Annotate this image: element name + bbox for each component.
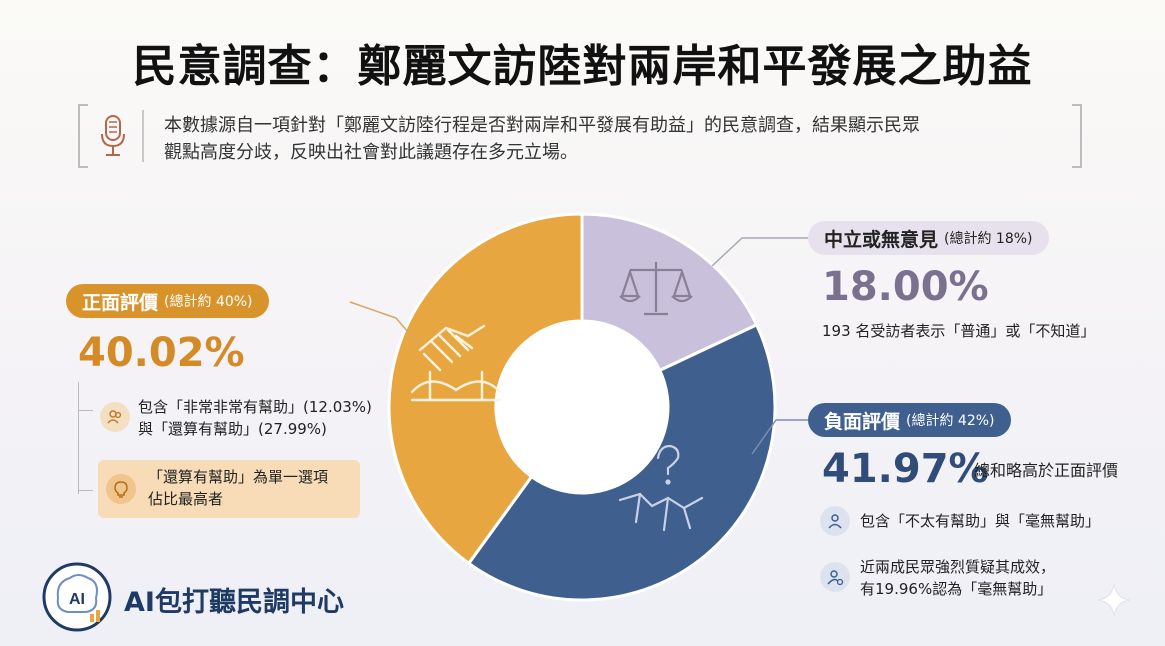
negative-percent: 41.97% bbox=[822, 446, 989, 492]
negative-detail-1: 包含「不太有幫助」與「毫無幫助」 bbox=[860, 512, 1101, 530]
people-icon bbox=[100, 402, 130, 432]
negative-label: 負面評價 bbox=[824, 410, 901, 433]
positive-hint-1: 「還算有幫助」為單一選項 bbox=[148, 468, 329, 486]
people-icon-negative bbox=[820, 506, 850, 536]
positive-hint-2: 佔比最高者 bbox=[148, 490, 224, 508]
negative-sub: (總計約 42%) bbox=[906, 413, 995, 429]
neutral-label: 中立或無意見 bbox=[824, 228, 939, 251]
neutral-description: 193 名受訪者表示「普通」或「不知道」 bbox=[822, 322, 1096, 340]
intro-line-2: 觀點高度分歧，反映出社會對此議題存在多元立場。 bbox=[164, 142, 578, 163]
page-title: 民意調查：鄭麗文訪陸對兩岸和平發展之助益 bbox=[132, 41, 1033, 92]
positive-sub: (總計約 40%) bbox=[164, 294, 253, 310]
negative-summary: 總和略高於正面評價 bbox=[974, 461, 1119, 480]
positive-hint-box: 「還算有幫助」為單一選項 佔比最高者 bbox=[98, 460, 360, 518]
intro-divider bbox=[142, 110, 144, 162]
leader-line-negative bbox=[751, 419, 808, 455]
positive-tree bbox=[78, 382, 98, 494]
leader-line-neutral bbox=[711, 237, 808, 267]
bracket-right bbox=[1072, 104, 1082, 168]
positive-percent: 40.02% bbox=[78, 330, 245, 376]
positive-detail: 包含「非常非常有幫助」(12.03%) 與「還算有幫助」(27.99%) bbox=[138, 396, 372, 440]
person-doubt-icon bbox=[820, 562, 850, 592]
neutral-pill: 中立或無意見 (總計約 18%) bbox=[808, 221, 1049, 255]
intro-block: 本數據源自一項針對「鄭麗文訪陸行程是否對兩岸和平發展有助益」的民意調查，結果顯示… bbox=[78, 104, 1082, 168]
intro-text: 本數據源自一項針對「鄭麗文訪陸行程是否對兩岸和平發展有助益」的民意調查，結果顯示… bbox=[164, 112, 1064, 166]
bracket-left bbox=[78, 104, 88, 168]
neutral-percent: 18.00% bbox=[822, 264, 989, 310]
brand-name: AI包打聽民調中心 bbox=[124, 587, 344, 618]
negative-detail-2b: 有19.96%認為「毫無幫助」 bbox=[860, 580, 1053, 598]
negative-pill: 負面評價 (總計約 42%) bbox=[808, 403, 1011, 437]
question-crack-icon bbox=[618, 444, 704, 532]
positive-label: 正面評價 bbox=[82, 291, 159, 314]
logo-text: AI bbox=[69, 591, 85, 608]
intro-line-1: 本數據源自一項針對「鄭麗文訪陸行程是否對兩岸和平發展有助益」的民意調查，結果顯示… bbox=[164, 115, 920, 136]
scales-icon bbox=[619, 262, 693, 316]
sparkle-icon bbox=[1097, 583, 1131, 617]
leader-line-positive bbox=[349, 301, 421, 347]
handshake-icon bbox=[410, 324, 502, 402]
lightbulb-icon bbox=[106, 474, 136, 504]
negative-detail-2: 近兩成民眾強烈質疑其成效， 有19.96%認為「毫無幫助」 bbox=[860, 556, 1055, 600]
neutral-sub: (總計約 18%) bbox=[944, 231, 1033, 247]
donut-hole bbox=[496, 321, 668, 493]
negative-detail-2a: 近兩成民眾強烈質疑其成效， bbox=[860, 558, 1056, 576]
brand-logo: AI bbox=[42, 562, 112, 632]
microphone-icon bbox=[101, 115, 125, 156]
positive-detail-1: 包含「非常非常有幫助」(12.03%) bbox=[138, 398, 372, 416]
positive-pill: 正面評價 (總計約 40%) bbox=[66, 284, 269, 318]
positive-detail-2: 與「還算有幫助」(27.99%) bbox=[138, 420, 327, 438]
